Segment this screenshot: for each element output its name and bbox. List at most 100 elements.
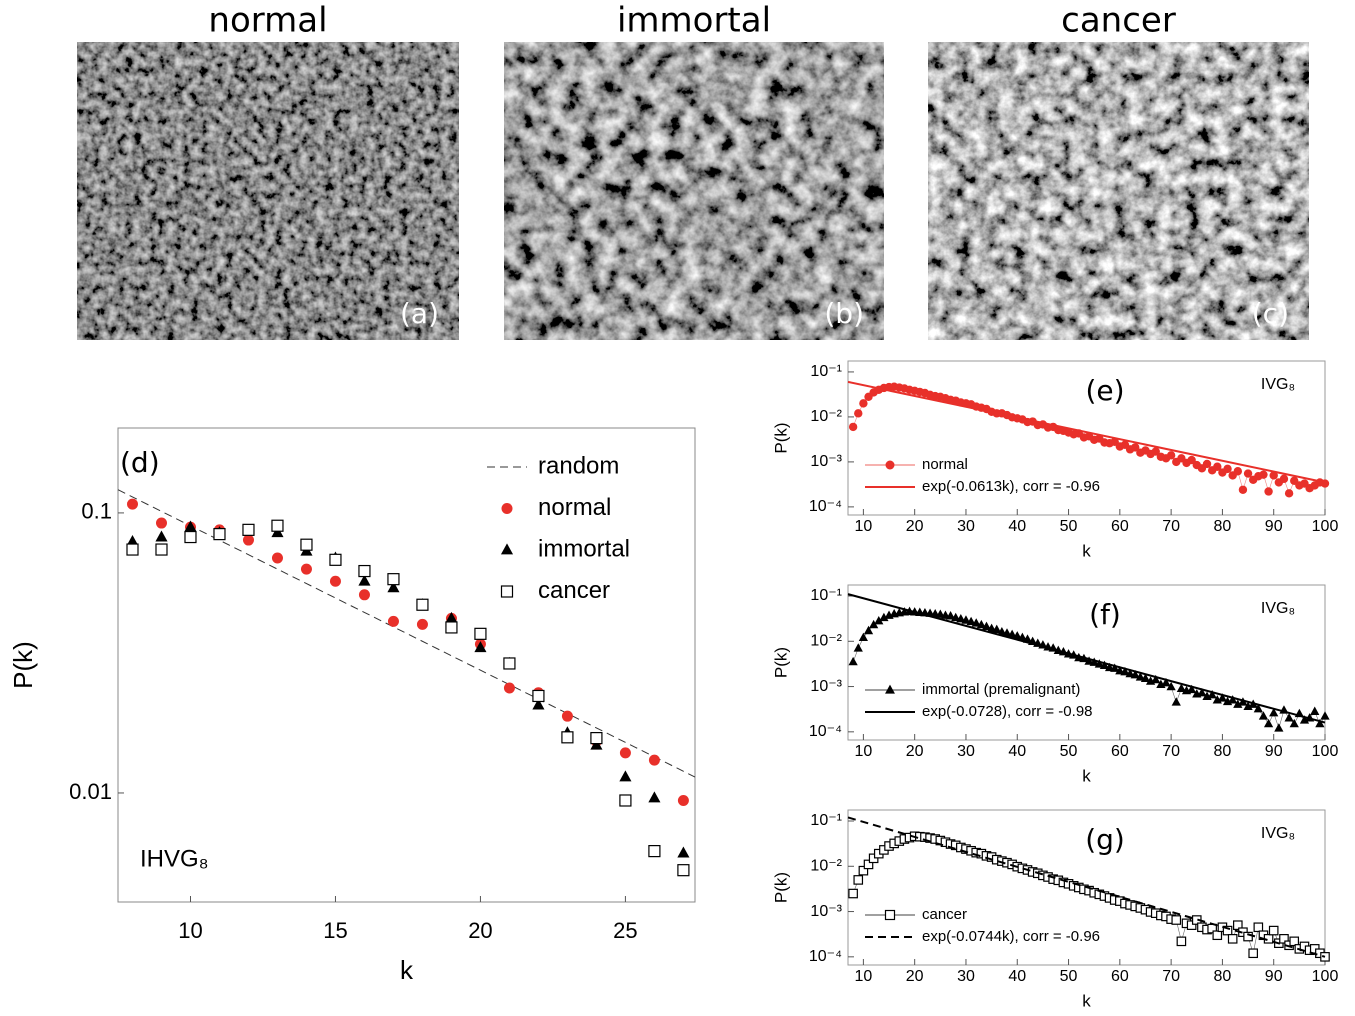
- legend-label: cancer: [538, 577, 610, 604]
- annotation: IVG₈: [1261, 825, 1295, 842]
- legend-label: immortal: [538, 535, 630, 562]
- x-axis-label: k: [400, 955, 414, 985]
- annotation: IVG₈: [1261, 376, 1295, 393]
- marker: [1228, 935, 1236, 943]
- micrograph-texture: [928, 42, 1309, 340]
- marker: [591, 733, 602, 744]
- x-axis-label: k: [1082, 991, 1091, 1010]
- marker: [301, 539, 312, 550]
- marker: [1310, 707, 1319, 715]
- annotation: IHVG₈: [140, 845, 209, 872]
- marker: [359, 566, 370, 577]
- panel-label: (b): [824, 297, 864, 330]
- marker: [1285, 489, 1293, 497]
- legend-marker: [886, 911, 895, 920]
- marker: [849, 657, 858, 665]
- y-tick-label: 10⁻³: [810, 453, 842, 470]
- x-tick-label: 60: [1111, 968, 1129, 985]
- marker: [677, 846, 689, 857]
- marker: [388, 616, 399, 627]
- marker: [388, 574, 399, 585]
- marker: [272, 553, 283, 564]
- y-tick-label: 10⁻²: [810, 408, 842, 425]
- panel-label: (f): [1089, 598, 1121, 631]
- marker: [859, 399, 867, 407]
- x-tick-label: 90: [1265, 518, 1283, 535]
- marker: [849, 423, 857, 431]
- y-tick-label: 10⁻⁴: [809, 498, 842, 515]
- x-tick-label: 90: [1265, 743, 1283, 760]
- x-tick-label: 50: [1060, 743, 1078, 760]
- marker: [619, 770, 631, 781]
- x-tick-label: 40: [1008, 743, 1026, 760]
- marker: [185, 532, 196, 543]
- annotation: IVG₈: [1261, 600, 1295, 617]
- marker: [1223, 465, 1231, 473]
- marker: [475, 628, 486, 639]
- legend-marker: [886, 461, 895, 470]
- x-tick-label: 15: [323, 918, 347, 943]
- marker: [214, 529, 225, 540]
- x-tick-label: 30: [957, 968, 975, 985]
- x-tick-label: 40: [1008, 968, 1026, 985]
- page: {"panels": [ {"title": "normal", "label"…: [0, 0, 1355, 1012]
- marker: [1280, 475, 1288, 483]
- x-tick-label: 20: [468, 918, 492, 943]
- x-tick-label: 80: [1214, 518, 1232, 535]
- legend-marker: [502, 503, 513, 514]
- x-tick-label: 40: [1008, 518, 1026, 535]
- marker: [1320, 711, 1329, 719]
- marker: [243, 524, 254, 535]
- marker: [1259, 470, 1267, 478]
- legend-marker: [885, 685, 895, 694]
- x-tick-label: 10: [854, 743, 872, 760]
- x-tick-label: 20: [906, 968, 924, 985]
- y-tick-label: 10⁻²: [810, 857, 842, 874]
- marker: [1167, 451, 1175, 459]
- marker: [854, 876, 862, 884]
- x-tick-label: 10: [178, 918, 202, 943]
- x-tick-label: 70: [1162, 518, 1180, 535]
- marker: [156, 518, 167, 529]
- marker: [620, 747, 631, 758]
- marker: [678, 795, 689, 806]
- y-axis-label: P(k): [771, 647, 790, 678]
- x-tick-label: 100: [1312, 518, 1339, 535]
- marker: [330, 554, 341, 565]
- marker: [562, 711, 573, 722]
- marker: [562, 732, 573, 743]
- x-tick-label: 10: [854, 968, 872, 985]
- y-axis-label: P(k): [8, 641, 38, 689]
- panel-label: (e): [1085, 374, 1124, 407]
- marker: [678, 865, 689, 876]
- marker: [649, 755, 660, 766]
- y-axis-label: P(k): [771, 872, 790, 903]
- marker: [243, 535, 254, 546]
- legend-label: random: [538, 452, 619, 479]
- legend-label: cancer: [922, 906, 967, 923]
- marker: [1239, 486, 1247, 494]
- x-tick-label: 80: [1214, 968, 1232, 985]
- micrograph-texture: [504, 42, 884, 340]
- y-tick-label: 10⁻⁴: [809, 723, 842, 740]
- marker: [1172, 697, 1181, 705]
- marker: [1254, 923, 1262, 931]
- y-tick-label: 10⁻¹: [810, 363, 842, 380]
- marker: [854, 643, 863, 651]
- x-tick-label: 10: [854, 518, 872, 535]
- x-tick-label: 30: [957, 743, 975, 760]
- marker: [417, 619, 428, 630]
- x-tick-label: 20: [906, 518, 924, 535]
- marker: [648, 791, 660, 802]
- marker: [1234, 467, 1242, 475]
- legend-label: exp(-0.0613k), corr = -0.96: [922, 478, 1100, 495]
- y-tick-label: 10⁻¹: [810, 587, 842, 604]
- x-tick-label: 80: [1214, 743, 1232, 760]
- panel-title: cancer: [1061, 1, 1176, 41]
- marker: [620, 795, 631, 806]
- legend-label: normal: [922, 456, 968, 473]
- marker: [417, 599, 428, 610]
- marker: [849, 889, 857, 897]
- marker: [1177, 937, 1185, 945]
- marker: [1264, 719, 1273, 727]
